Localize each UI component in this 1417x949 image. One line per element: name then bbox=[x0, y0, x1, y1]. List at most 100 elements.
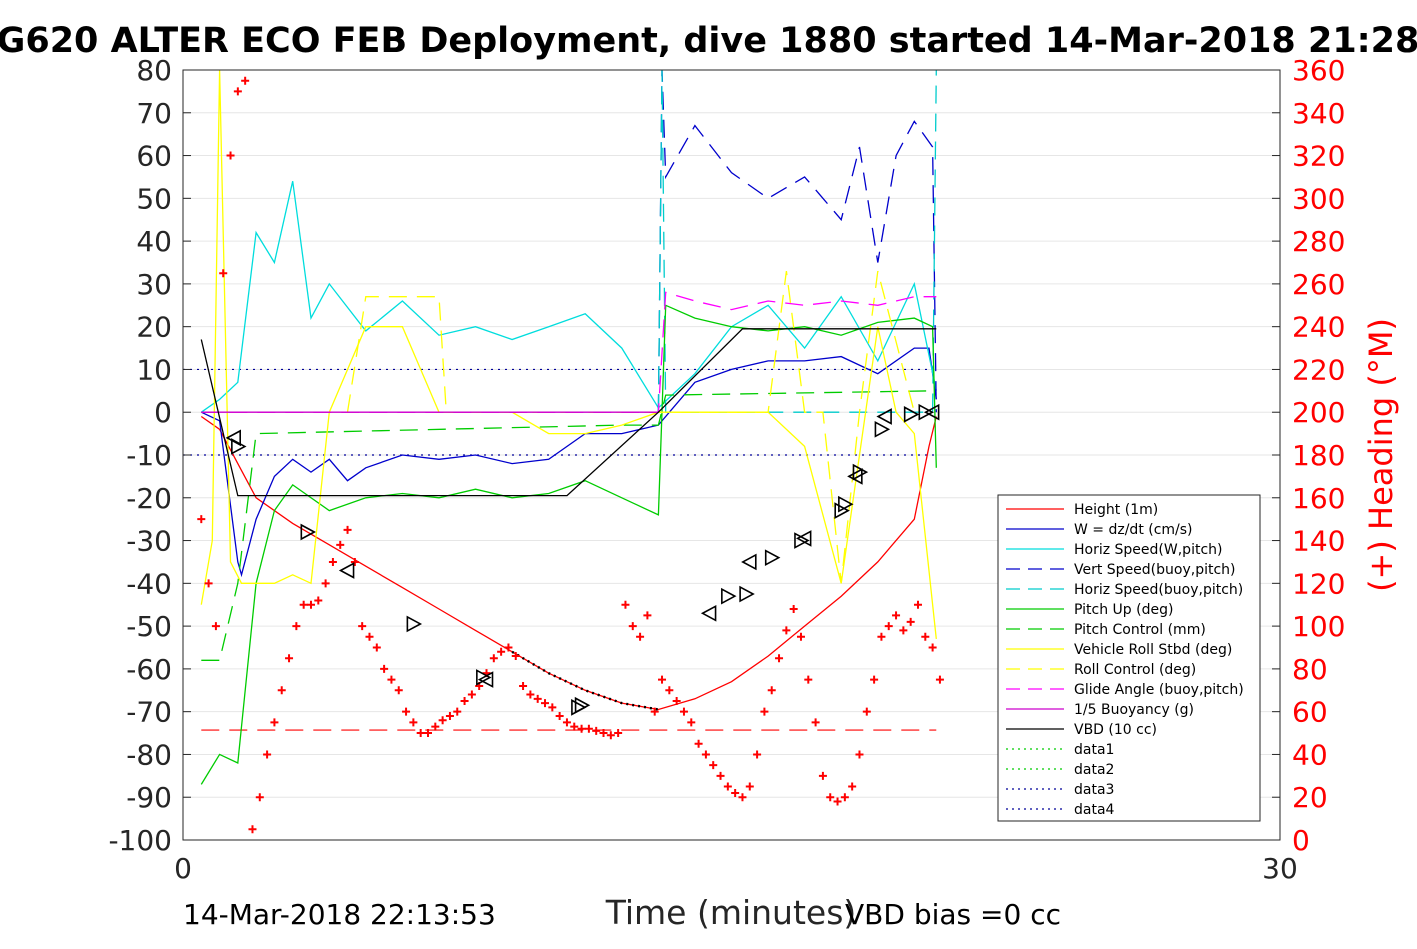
left-tick-label: 30 bbox=[136, 268, 172, 301]
legend-label: Horiz Speed(buoy,pitch) bbox=[1074, 582, 1243, 598]
heading-point bbox=[928, 643, 937, 652]
right-tick-label: 240 bbox=[1292, 311, 1345, 344]
heading-point bbox=[636, 632, 645, 641]
series-line-1 bbox=[201, 347, 937, 578]
heading-point bbox=[804, 675, 813, 684]
heading-point bbox=[870, 675, 879, 684]
right-tick-label: 100 bbox=[1292, 610, 1345, 643]
right-tick-label: 60 bbox=[1292, 696, 1328, 729]
legend-label: Vert Speed(buoy,pitch) bbox=[1074, 562, 1236, 578]
legend-label: Roll Control (deg) bbox=[1074, 662, 1196, 678]
heading-point bbox=[643, 611, 652, 620]
legend-label: data4 bbox=[1074, 802, 1115, 818]
heading-point bbox=[621, 600, 630, 609]
series-line-6 bbox=[201, 390, 937, 661]
heading-point bbox=[314, 596, 323, 605]
heading-point bbox=[665, 686, 674, 695]
right-tick-label: 120 bbox=[1292, 567, 1345, 600]
series-line-2 bbox=[200, 181, 937, 413]
right-tick-label: 220 bbox=[1292, 353, 1345, 386]
heading-point bbox=[848, 782, 857, 791]
heading-point bbox=[723, 782, 732, 791]
heading-point bbox=[548, 703, 557, 712]
heading-point bbox=[833, 797, 842, 806]
heading-point bbox=[738, 793, 747, 802]
right-tick-label: 180 bbox=[1292, 439, 1345, 472]
height-marker bbox=[795, 530, 812, 547]
heading-point bbox=[416, 729, 425, 738]
heading-point bbox=[731, 788, 740, 797]
heading-point bbox=[409, 718, 418, 727]
heading-point bbox=[423, 729, 432, 738]
heading-point bbox=[694, 739, 703, 748]
series-line-5 bbox=[200, 304, 937, 785]
legend-label: data3 bbox=[1074, 782, 1114, 798]
heading-point bbox=[343, 525, 352, 534]
left-axis: 80 70 60 50 40 30 20 10 0 -10 -20 -30 -40 -50 -60 -70 -8… bbox=[108, 54, 191, 857]
left-tick-label: -70 bbox=[126, 696, 172, 729]
legend-label: Vehicle Roll Stbd (deg) bbox=[1074, 642, 1232, 658]
heading-point bbox=[862, 707, 871, 716]
left-tick-label: -40 bbox=[126, 567, 172, 600]
heading-point bbox=[402, 707, 411, 716]
heading-point bbox=[197, 515, 206, 524]
data-layer bbox=[183, 70, 944, 834]
heading-point bbox=[270, 718, 279, 727]
left-tick-label: 70 bbox=[136, 97, 172, 130]
heading-point bbox=[679, 707, 688, 716]
heading-point bbox=[445, 711, 454, 720]
heading-point bbox=[380, 664, 389, 673]
heading-point bbox=[211, 622, 220, 631]
heading-point bbox=[745, 782, 754, 791]
left-tick-label: 20 bbox=[136, 311, 172, 344]
left-tick-label: -100 bbox=[108, 824, 172, 857]
x-tick-label: 30 bbox=[1262, 852, 1298, 885]
heading-point bbox=[387, 675, 396, 684]
legend: Height (1m) W = dz/dt (cm/s) Horiz Speed(W… bbox=[997, 494, 1261, 822]
right-tick-label: 40 bbox=[1292, 738, 1328, 771]
heading-point bbox=[431, 722, 440, 731]
heading-point bbox=[789, 605, 798, 613]
legend-label: Glide Angle (buoy,pitch) bbox=[1074, 682, 1244, 698]
heading-point bbox=[775, 654, 784, 663]
legend-label: Pitch Up (deg) bbox=[1074, 602, 1173, 618]
heading-point bbox=[687, 718, 696, 727]
legend-label: W = dz/dt (cm/s) bbox=[1074, 522, 1193, 538]
x-axis-label: Time (minutes) bbox=[605, 893, 857, 932]
height-marker bbox=[231, 438, 247, 455]
height-marker bbox=[721, 587, 737, 605]
heading-points bbox=[197, 76, 944, 834]
heading-point bbox=[672, 696, 681, 705]
height-marker bbox=[700, 604, 717, 622]
heading-point bbox=[840, 793, 849, 802]
heading-point bbox=[884, 622, 893, 631]
heading-point bbox=[372, 643, 381, 652]
left-tick-label: -90 bbox=[126, 781, 172, 814]
series-line-11 bbox=[200, 328, 937, 497]
series-line-0 bbox=[200, 415, 937, 711]
height-marker bbox=[834, 502, 850, 519]
left-tick-label: -60 bbox=[126, 653, 172, 686]
left-tick-label: -20 bbox=[126, 482, 172, 515]
left-tick-label: -10 bbox=[126, 439, 172, 472]
height-marker bbox=[903, 406, 920, 423]
heading-point bbox=[584, 724, 593, 733]
height-dotted-overlay bbox=[511, 650, 659, 711]
left-tick-label: 0 bbox=[154, 396, 172, 429]
heading-point bbox=[533, 694, 542, 703]
series-line-8 bbox=[346, 270, 915, 584]
heading-point bbox=[709, 761, 718, 770]
series-line-9 bbox=[201, 291, 937, 413]
height-markers bbox=[225, 403, 940, 716]
heading-point bbox=[526, 690, 535, 699]
heading-point bbox=[614, 729, 623, 738]
heading-point bbox=[782, 626, 791, 635]
heading-point bbox=[570, 722, 579, 731]
heading-point bbox=[628, 622, 637, 631]
height-marker bbox=[338, 562, 355, 579]
heading-point bbox=[233, 87, 242, 96]
height-marker bbox=[874, 420, 891, 438]
heading-point bbox=[489, 654, 498, 663]
